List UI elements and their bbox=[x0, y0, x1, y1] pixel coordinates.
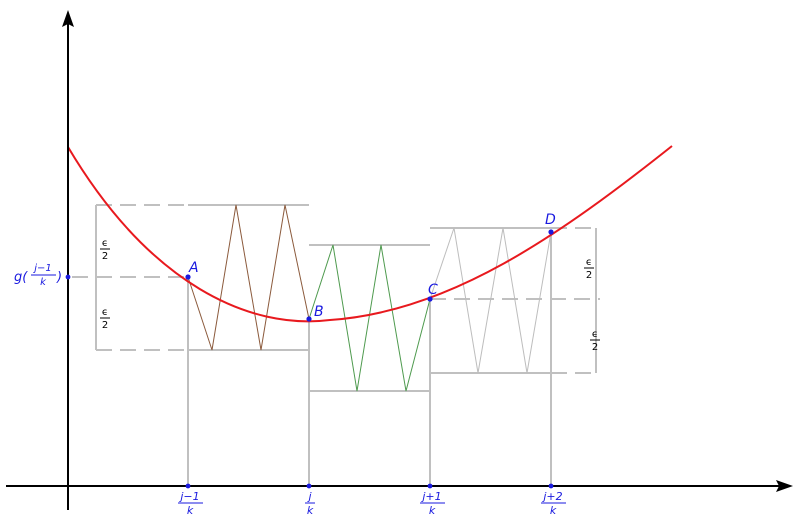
x-tick-2-denominator: k bbox=[307, 504, 314, 516]
solid-guides bbox=[95, 204, 597, 486]
label-c: C bbox=[428, 282, 438, 298]
x-tick-3-numerator: j+1 bbox=[420, 490, 441, 503]
y-label-prefix: g( bbox=[14, 270, 28, 285]
y-axis-point bbox=[65, 274, 71, 280]
function-curve bbox=[67, 145, 673, 323]
y-axis-arrowhead bbox=[62, 10, 74, 27]
epsilon-den: 2 bbox=[592, 342, 598, 353]
x-tick-point-4 bbox=[548, 483, 554, 489]
y-label-suffix: ) bbox=[56, 270, 62, 285]
zigzag-grey bbox=[429, 227, 552, 374]
epsilon-den: 2 bbox=[586, 270, 592, 281]
epsilon-num: ϵ bbox=[102, 238, 108, 249]
axes bbox=[6, 10, 793, 510]
x-tick-point-1 bbox=[185, 483, 191, 489]
y-value-label: g( j−1 k ) bbox=[14, 263, 62, 288]
point-c bbox=[427, 296, 433, 302]
point-labels: A B C D bbox=[188, 212, 556, 320]
dashed-guides bbox=[72, 204, 600, 374]
epsilon-den: 2 bbox=[102, 320, 108, 331]
label-b: B bbox=[314, 304, 324, 320]
x-tick-point-2 bbox=[306, 483, 312, 489]
epsilon-labels: ϵ 2 ϵ 2 ϵ 2 ϵ 2 bbox=[100, 238, 600, 353]
epsilon-half-right-lower: ϵ 2 bbox=[590, 329, 600, 353]
epsilon-num: ϵ bbox=[102, 307, 108, 318]
zigzag-brown bbox=[187, 204, 310, 351]
curve-points bbox=[65, 229, 554, 489]
x-tick-labels: j−1 k j k j+1 k j+2 k bbox=[178, 490, 566, 517]
x-tick-label-4: j+2 k bbox=[541, 490, 566, 517]
x-tick-label-1: j−1 k bbox=[178, 490, 203, 517]
epsilon-half-left-upper: ϵ 2 bbox=[100, 238, 110, 262]
x-tick-point-3 bbox=[427, 483, 433, 489]
y-label-denominator: k bbox=[40, 277, 47, 288]
epsilon-num: ϵ bbox=[586, 257, 592, 268]
point-d bbox=[548, 229, 554, 235]
x-tick-1-denominator: k bbox=[187, 504, 194, 516]
epsilon-half-left-lower: ϵ 2 bbox=[100, 307, 110, 331]
x-tick-label-3: j+1 k bbox=[420, 490, 445, 517]
x-tick-4-numerator: j+2 bbox=[541, 490, 562, 503]
y-label-numerator: j−1 bbox=[32, 263, 52, 274]
x-tick-3-denominator: k bbox=[429, 504, 436, 516]
x-tick-4-denominator: k bbox=[550, 504, 557, 516]
x-tick-1-numerator: j−1 bbox=[178, 490, 199, 503]
zigzag-green bbox=[308, 244, 431, 392]
label-d: D bbox=[545, 212, 556, 228]
point-a bbox=[185, 274, 191, 280]
epsilon-half-right-upper: ϵ 2 bbox=[584, 257, 594, 281]
x-tick-2-numerator: j bbox=[306, 490, 312, 503]
x-tick-label-2: j k bbox=[305, 490, 315, 517]
label-a: A bbox=[188, 260, 199, 276]
epsilon-den: 2 bbox=[102, 251, 108, 262]
point-b bbox=[306, 316, 312, 322]
x-axis-arrowhead bbox=[776, 480, 793, 492]
epsilon-num: ϵ bbox=[592, 329, 598, 340]
